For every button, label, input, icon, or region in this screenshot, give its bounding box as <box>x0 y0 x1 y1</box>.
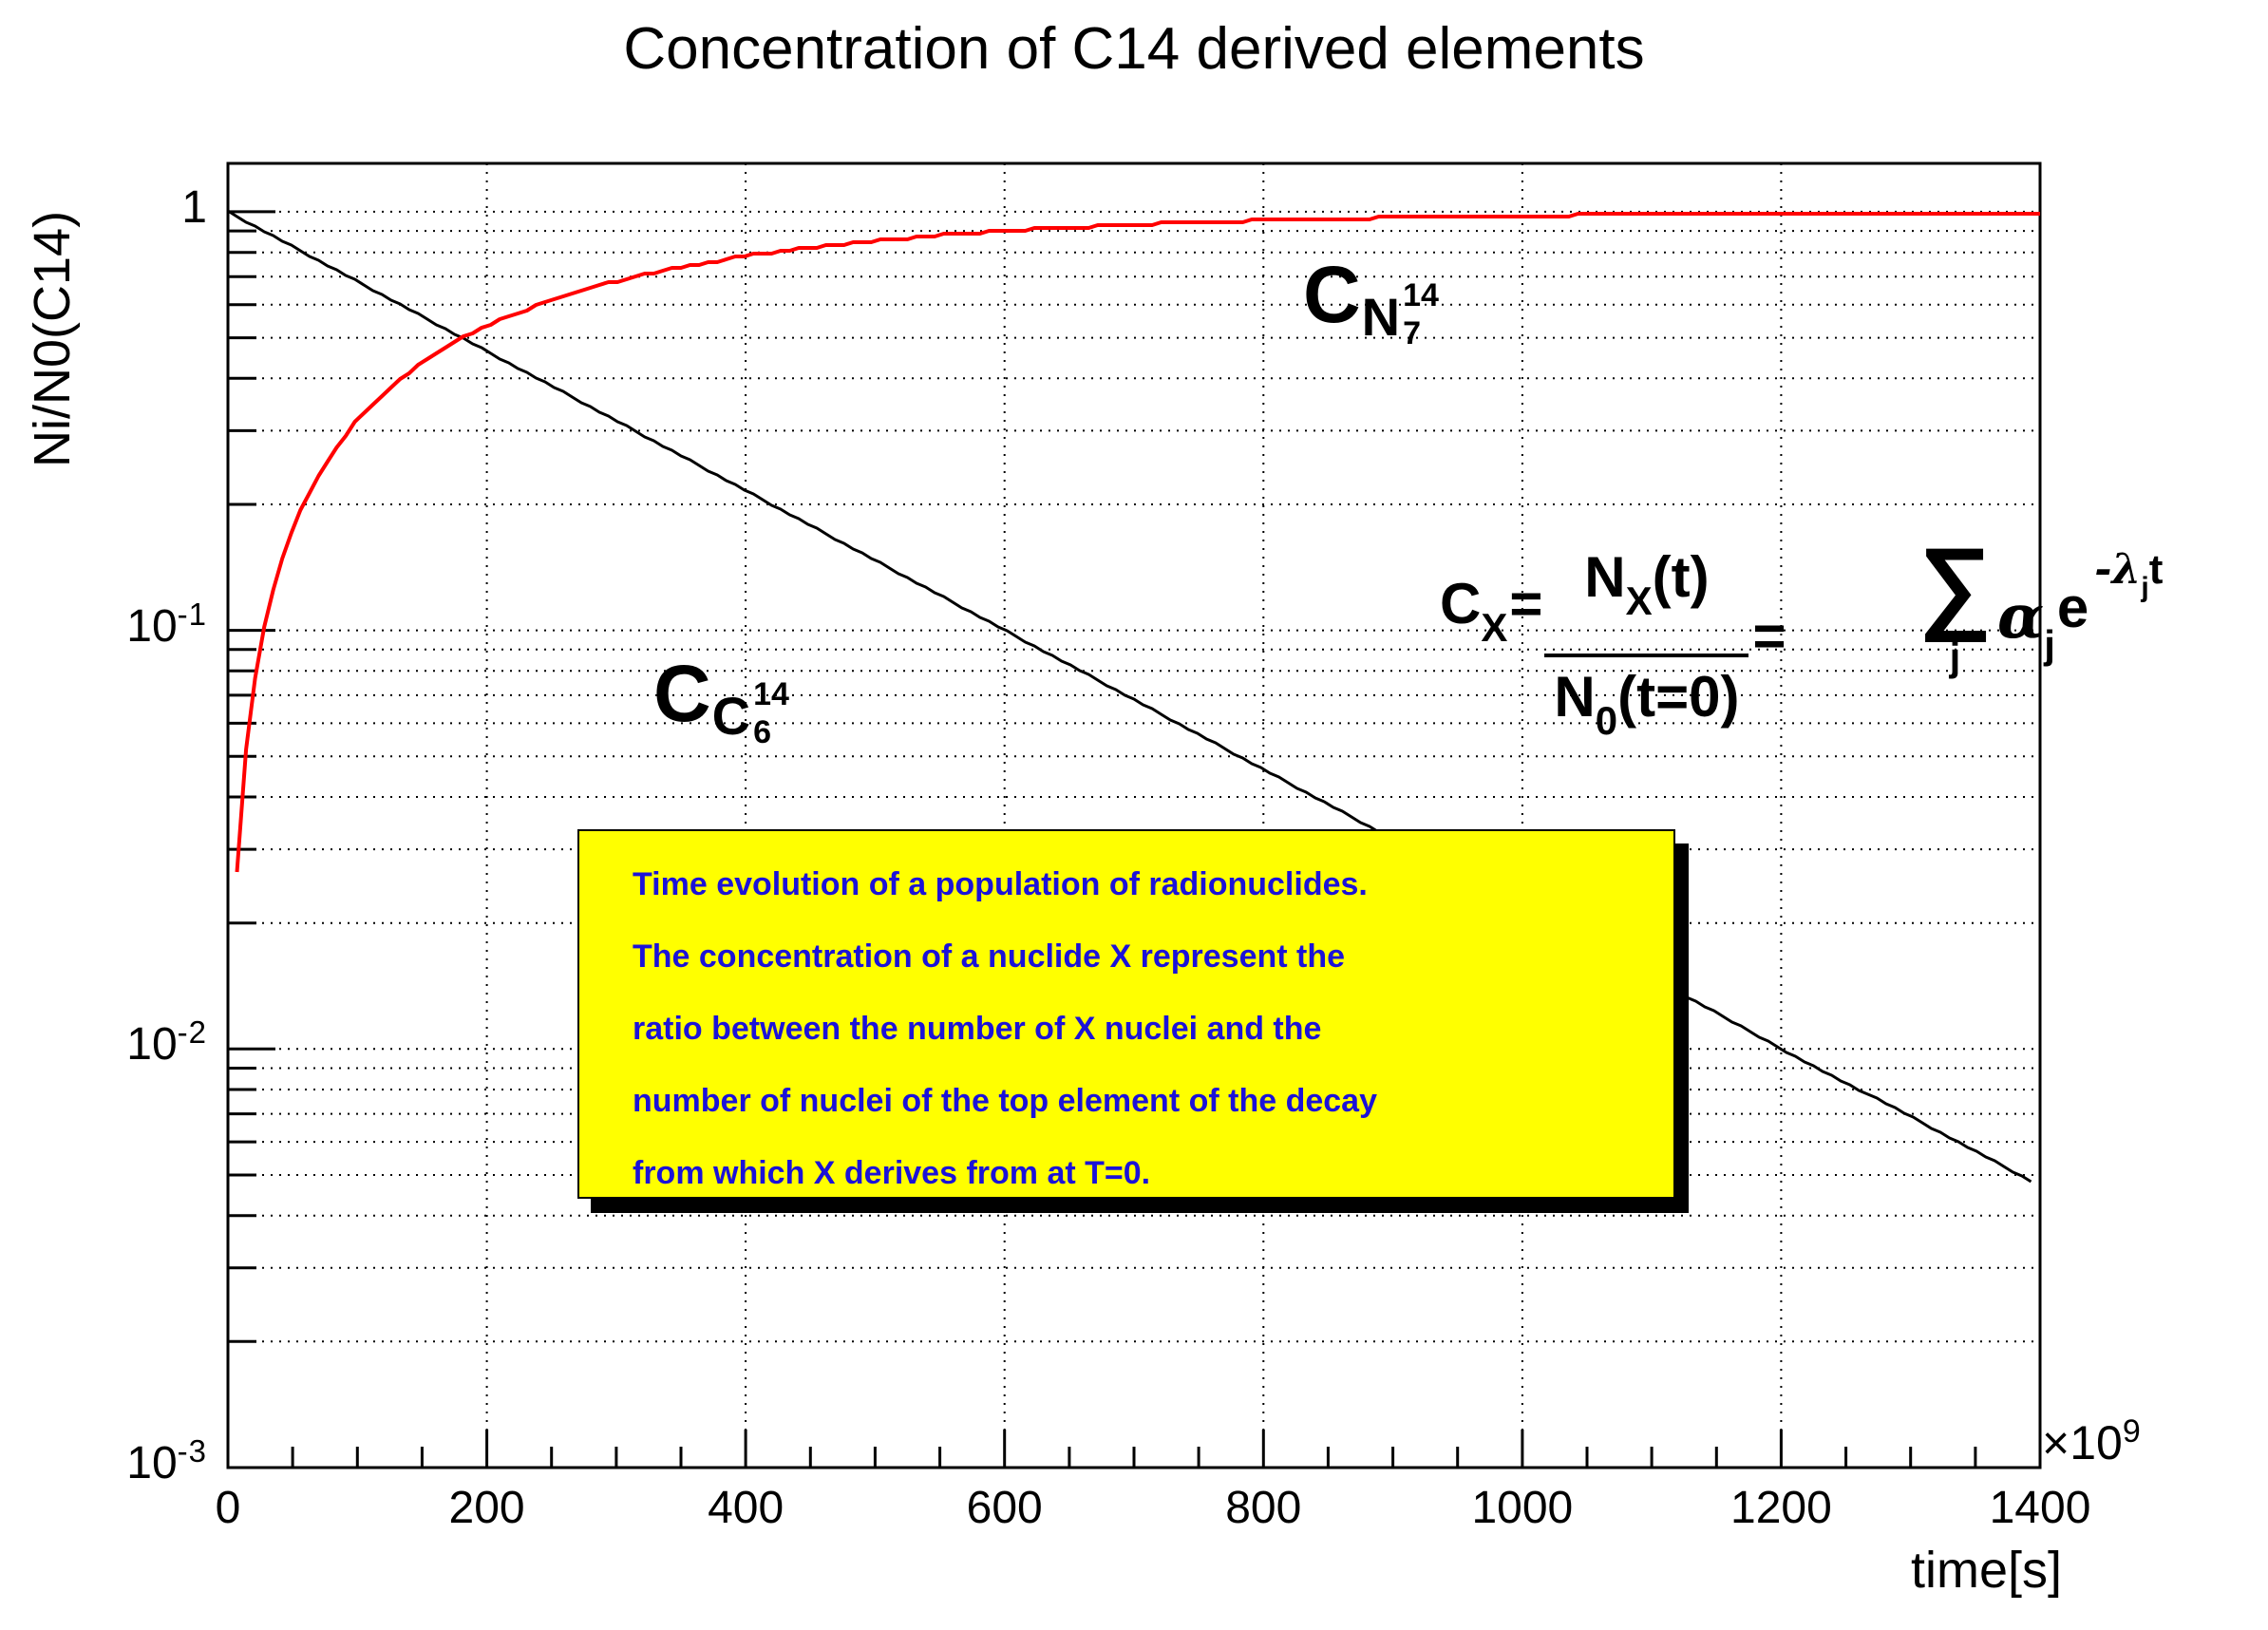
fraction-bar <box>1544 654 1749 657</box>
exponent-power: 9 <box>2122 1413 2142 1450</box>
formula-lhs: C X = <box>1440 576 1542 648</box>
n14-label-main: C <box>1303 250 1361 339</box>
lambda-index: j <box>2141 572 2149 603</box>
exp-base-e: e <box>2056 576 2089 639</box>
numerator-sub: X <box>1625 578 1653 623</box>
n14-charge: 7 <box>1403 315 1422 351</box>
note-line-1: Time evolution of a population of radion… <box>633 866 1368 902</box>
note-line-4: number of nuclei of the top element of t… <box>633 1083 1377 1119</box>
n14-curve <box>235 212 2040 873</box>
c14-label-main: C <box>653 649 711 738</box>
note-line-3: ratio between the number of X nuclei and… <box>633 1011 1322 1047</box>
alpha-symbol: α <box>1997 581 2045 653</box>
formula-C-sub: X <box>1481 605 1508 650</box>
c14-mass: 14 <box>753 676 789 712</box>
note-line-2: The concentration of a nuclide X represe… <box>633 938 1346 975</box>
c14-charge: 6 <box>753 714 772 750</box>
y-tick-label: 1 <box>181 181 207 233</box>
concentration-formula: C X = N X (t) N 0 (t=0) = <box>1440 549 1786 741</box>
denominator-N: N <box>1554 665 1596 729</box>
sum-expression: ∑ j α j e -λ j t <box>1918 526 2163 680</box>
sigma-block: ∑ j <box>1918 526 1992 680</box>
n14-curve-label: C N 14 7 <box>1303 255 1439 350</box>
x-tick-label: 1000 <box>1471 1483 1574 1533</box>
y-axis-title: Ni/N0(C14) <box>24 210 81 467</box>
fraction-numerator: N X (t) <box>1575 549 1718 621</box>
c14-curve <box>227 209 2032 1184</box>
x-tick-label: 200 <box>448 1483 525 1533</box>
sigma-index: j <box>1949 635 1961 680</box>
chart-title: Concentration of C14 derived elements <box>623 16 1645 82</box>
formula-fraction: N X (t) N 0 (t=0) <box>1544 549 1749 741</box>
numerator-N: N <box>1584 545 1626 609</box>
exponent-block: -λ j t <box>2094 549 2163 602</box>
y-tick-label: 10-3 <box>126 1433 207 1488</box>
c14-curve-label: C C 14 6 <box>653 654 789 749</box>
x-tick-label: 0 <box>215 1483 241 1533</box>
formula-equals-1: = <box>1509 572 1543 635</box>
n14-label-mass-charge: 14 7 <box>1403 279 1439 350</box>
x-tick-label: 1200 <box>1730 1483 1832 1533</box>
x-axis-exponent: ×109 <box>2042 1413 2142 1470</box>
c14-label-element: C <box>711 686 751 746</box>
denominator-arg: (t=0) <box>1617 665 1740 729</box>
alpha-index: j <box>2044 622 2055 667</box>
n14-mass: 14 <box>1403 277 1439 313</box>
sigma-symbol: ∑ <box>1918 526 1992 641</box>
y-tick-exponent: -1 <box>177 596 207 632</box>
n14-label-element: N <box>1361 287 1401 347</box>
note-line-5: from which X derives from at T=0. <box>633 1155 1151 1191</box>
explanation-note-box: Time evolution of a population of radion… <box>577 829 1675 1199</box>
denominator-sub: 0 <box>1595 698 1618 743</box>
y-tick-label: 10-2 <box>126 1014 207 1071</box>
x-tick-label: 800 <box>1225 1483 1302 1533</box>
y-tick-exponent: -3 <box>177 1433 207 1469</box>
exp-t: t <box>2148 546 2164 593</box>
formula-C: C <box>1440 572 1482 635</box>
y-tick-label: 10-1 <box>126 596 207 652</box>
exponent-base: ×10 <box>2042 1416 2123 1469</box>
c14-label-mass-charge: 14 6 <box>753 678 789 749</box>
minus-lambda: -λ <box>2094 545 2142 594</box>
x-tick-label: 400 <box>708 1483 784 1533</box>
x-axis-title: time[s] <box>1911 1542 2063 1599</box>
fraction-denominator: N 0 (t=0) <box>1544 669 1748 741</box>
y-tick-exponent: -2 <box>177 1014 207 1051</box>
x-tick-label: 600 <box>966 1483 1043 1533</box>
plot-frame <box>226 161 2042 1469</box>
formula-equals-2: = <box>1752 604 1786 668</box>
x-tick-label: 1400 <box>1989 1483 2091 1533</box>
numerator-arg: (t) <box>1652 545 1710 609</box>
